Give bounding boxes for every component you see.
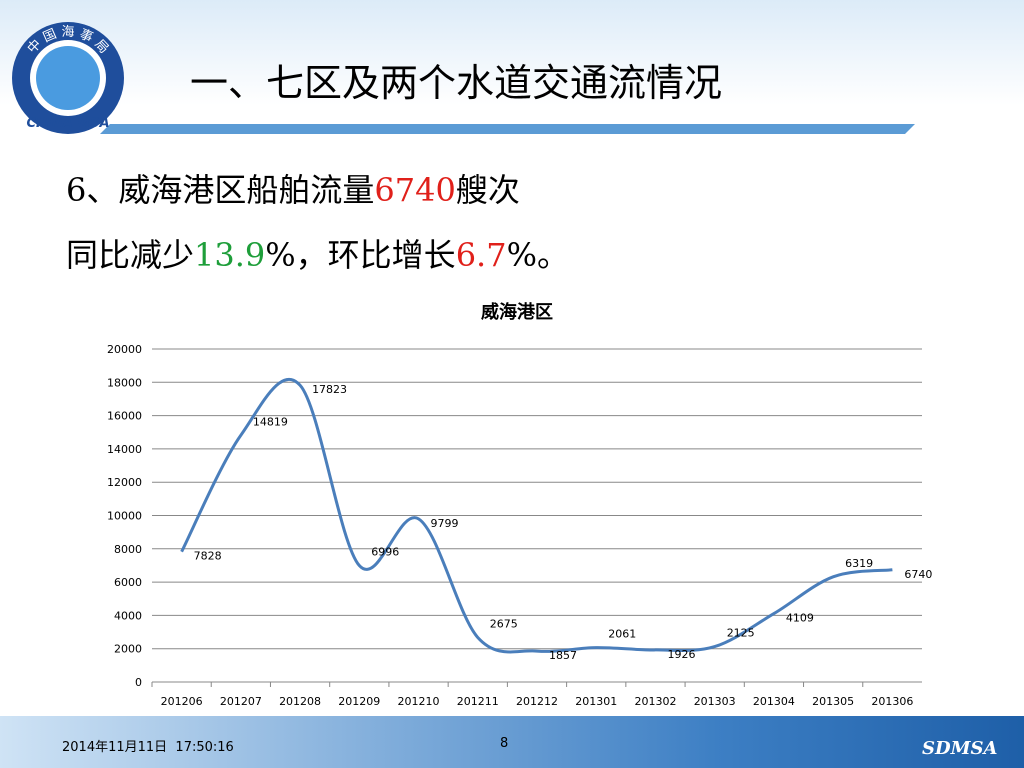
text: %，环比增长 bbox=[265, 236, 456, 274]
y-tick-label: 20000 bbox=[107, 343, 142, 356]
x-tick-label: 201303 bbox=[694, 695, 736, 708]
footer-date: 2014年11月11日 17:50:16 bbox=[62, 740, 234, 755]
x-tick-label: 201210 bbox=[398, 695, 440, 708]
y-tick-label: 6000 bbox=[114, 576, 142, 589]
data-label: 4109 bbox=[786, 612, 814, 625]
body-line: 同比减少13.9%，环比增长6.7%。 bbox=[66, 230, 569, 276]
body-line: 6、威海港区船舶流量6740艘次 bbox=[66, 165, 520, 211]
data-label: 6996 bbox=[371, 546, 399, 559]
y-tick-label: 12000 bbox=[107, 476, 142, 489]
text: %。 bbox=[506, 236, 569, 274]
text: 6、威海港区船舶流量 bbox=[66, 171, 375, 209]
x-tick-label: 201208 bbox=[279, 695, 321, 708]
x-tick-label: 201305 bbox=[812, 695, 854, 708]
y-tick-label: 10000 bbox=[107, 510, 142, 523]
data-label: 6319 bbox=[845, 557, 873, 570]
chart: 威海港区 0 2000 4000 6000 8000 10000 12000 14000 160… bbox=[107, 301, 932, 708]
data-label: 2125 bbox=[727, 627, 755, 640]
line bbox=[180, 377, 893, 654]
data-label: 7828 bbox=[194, 550, 222, 563]
brand: SDMSA bbox=[922, 738, 998, 759]
x-tick-label: 201206 bbox=[161, 695, 203, 708]
slide-title: 一、七区及两个水道交通流情况 bbox=[190, 61, 723, 105]
x-tick-label: 201212 bbox=[516, 695, 558, 708]
text: 艘次 bbox=[455, 171, 520, 209]
x-tick-label: 201207 bbox=[220, 695, 262, 708]
data-label: 14819 bbox=[253, 415, 288, 428]
header-graphics: 中 国 海 事 局 CHINA MSA bbox=[12, 22, 915, 134]
logo-en: CHINA MSA bbox=[26, 116, 109, 131]
x-tick-label: 201304 bbox=[753, 695, 795, 708]
header-band bbox=[0, 0, 1024, 140]
data-label: 2675 bbox=[490, 617, 518, 630]
data-label: 17823 bbox=[312, 383, 347, 396]
chart-title: 威海港区 bbox=[481, 301, 553, 323]
y-tick-label: 0 bbox=[135, 676, 142, 689]
x-tick-label: 201301 bbox=[575, 695, 617, 708]
data-label: 1857 bbox=[549, 649, 577, 662]
y-tick-label: 16000 bbox=[107, 410, 142, 423]
data-label: 6740 bbox=[904, 568, 932, 581]
data-label: 9799 bbox=[431, 517, 459, 530]
highlight: 6740 bbox=[374, 171, 456, 209]
y-tick-label: 8000 bbox=[114, 543, 142, 556]
highlight: 6.7 bbox=[455, 236, 507, 274]
page-number: 8 bbox=[500, 736, 509, 751]
y-tick-label: 18000 bbox=[107, 376, 142, 389]
x-tick-label: 201209 bbox=[338, 695, 380, 708]
title-stripe bbox=[100, 124, 915, 134]
logo-center bbox=[36, 46, 100, 110]
y-tick-label: 4000 bbox=[114, 609, 142, 622]
highlight: 13.9 bbox=[194, 236, 266, 274]
data-label: 1926 bbox=[667, 648, 695, 661]
x-tick-label: 201302 bbox=[634, 695, 676, 708]
x-tick-label: 201211 bbox=[457, 695, 499, 708]
data-label: 2061 bbox=[608, 628, 636, 641]
x-tick-label: 201306 bbox=[871, 695, 913, 708]
y-tick-label: 2000 bbox=[114, 643, 142, 656]
footer-band bbox=[0, 716, 1024, 768]
y-tick-label: 14000 bbox=[107, 443, 142, 456]
text: 同比减少 bbox=[66, 236, 195, 274]
